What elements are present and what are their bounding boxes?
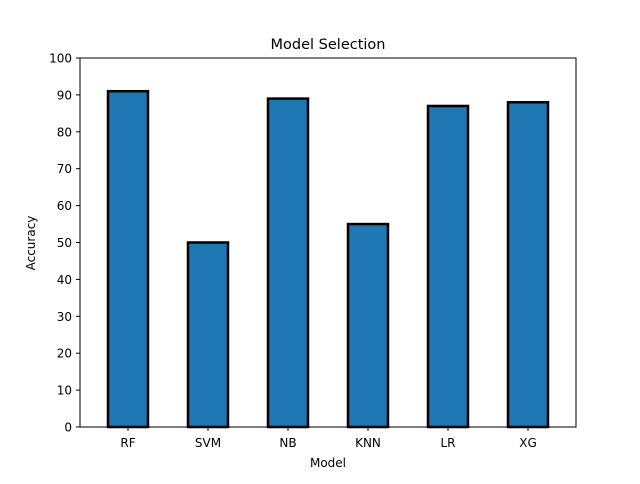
plot-area: 0 10 20 30 40 50 60 70 80 90 100 RF SVM NB KNN LR XG [49, 52, 577, 450]
x-tick-label: LR [440, 436, 455, 450]
y-axis-label: Accuracy [24, 216, 38, 271]
x-axis-label: Model [310, 456, 346, 470]
y-tick-label: 50 [57, 236, 72, 250]
y-tick-label: 90 [57, 88, 72, 102]
bar-lr [426, 104, 470, 429]
x-tick-label: SVM [195, 436, 221, 450]
x-tick-label: NB [279, 436, 296, 450]
bar-svm [186, 241, 230, 429]
bar-nb [266, 97, 310, 429]
y-tick-label: 80 [57, 125, 72, 139]
x-tick-label: XG [519, 436, 537, 450]
bar-rf [106, 89, 150, 429]
chart-title: Model Selection [271, 37, 386, 53]
y-tick-label: 0 [64, 421, 72, 435]
y-tick-label: 70 [57, 162, 72, 176]
y-tick-label: 100 [49, 52, 72, 66]
y-tick-label: 40 [57, 273, 72, 287]
y-tick-label: 30 [57, 310, 72, 324]
x-tick-label: KNN [355, 436, 381, 450]
bar-knn [346, 222, 390, 429]
y-tick-label: 10 [57, 384, 72, 398]
bar-xg [506, 101, 550, 429]
x-tick-label: RF [120, 436, 135, 450]
y-tick-label: 20 [57, 347, 72, 361]
y-tick-label: 60 [57, 199, 72, 213]
